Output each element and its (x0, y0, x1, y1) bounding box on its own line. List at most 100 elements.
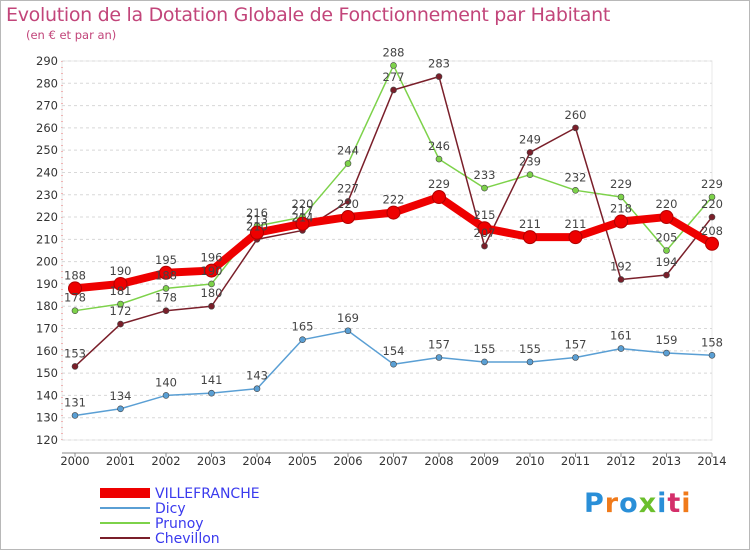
data-point (162, 392, 170, 399)
data-label: 154 (383, 344, 405, 358)
logo-letter: o (619, 488, 639, 519)
data-point (572, 187, 579, 194)
data-label: 195 (155, 253, 177, 267)
data-point (526, 149, 534, 156)
data-label: 196 (201, 251, 223, 265)
data-point (617, 193, 625, 201)
data-point (204, 263, 219, 278)
data-point (390, 86, 397, 94)
data-point (663, 247, 670, 254)
data-label: 134 (110, 389, 132, 403)
y-tick-label: 150 (36, 366, 58, 380)
data-label: 157 (428, 338, 450, 352)
data-label: 180 (201, 286, 223, 300)
data-point (208, 302, 215, 310)
data-point (432, 189, 446, 204)
data-point (526, 358, 534, 366)
data-label: 141 (201, 373, 223, 387)
y-tick-label: 130 (36, 411, 58, 425)
data-label: 220 (337, 197, 359, 211)
x-tick-label: 2003 (197, 454, 226, 468)
data-point (208, 389, 215, 397)
data-label: 218 (610, 202, 632, 216)
data-label: 157 (565, 338, 587, 352)
data-point (162, 307, 170, 314)
data-label: 217 (292, 204, 314, 218)
y-tick-label: 190 (36, 277, 58, 291)
y-tick-label: 160 (36, 344, 58, 358)
y-tick-label: 200 (36, 255, 58, 269)
data-point (390, 62, 397, 69)
data-label: 205 (656, 231, 678, 245)
data-point (117, 300, 124, 308)
data-point (617, 345, 625, 352)
legend-label: Prunoy (155, 516, 204, 532)
data-label: 277 (383, 70, 405, 84)
data-point (117, 405, 124, 413)
data-label: 239 (519, 155, 541, 169)
data-point (344, 160, 352, 167)
data-label: 188 (64, 268, 86, 282)
logo-letter: P (584, 488, 605, 519)
x-tick-label: 2010 (515, 454, 544, 468)
series-villefranche (68, 189, 719, 296)
logo-letter: x (638, 488, 658, 519)
data-label: 178 (155, 291, 177, 305)
data-label: 227 (337, 181, 359, 195)
y-tick-label: 180 (36, 299, 58, 313)
data-label: 210 (246, 219, 268, 233)
data-point (113, 276, 128, 291)
data-label: 216 (246, 206, 268, 220)
data-label: 140 (155, 375, 177, 389)
data-label: 155 (474, 342, 496, 356)
data-point (708, 351, 716, 359)
data-point (481, 184, 488, 192)
x-tick-label: 2004 (242, 454, 271, 468)
data-point (68, 281, 82, 296)
data-label: 190 (201, 264, 223, 278)
data-point (341, 210, 355, 225)
data-point (344, 327, 352, 335)
data-label: 190 (110, 264, 132, 278)
data-point (708, 213, 716, 221)
data-point (614, 214, 628, 229)
y-tick-label: 210 (36, 232, 58, 246)
x-tick-label: 2007 (379, 454, 408, 468)
y-tick-label: 120 (36, 433, 58, 447)
data-point (71, 307, 79, 314)
y-tick-label: 170 (36, 322, 58, 336)
data-label: 260 (565, 108, 587, 122)
x-tick-label: 2014 (697, 454, 726, 468)
data-point (568, 230, 583, 245)
data-label: 211 (519, 217, 541, 231)
data-point (299, 336, 306, 343)
data-label: 220 (701, 197, 723, 211)
data-label: 288 (383, 45, 405, 59)
data-label: 178 (64, 291, 86, 305)
x-tick-label: 2013 (652, 454, 681, 468)
x-tick-label: 2011 (561, 454, 590, 468)
data-point (344, 198, 352, 205)
y-tick-label: 220 (36, 210, 58, 224)
y-tick-label: 280 (36, 76, 58, 90)
data-label: 158 (701, 335, 723, 349)
data-label: 249 (519, 132, 541, 146)
data-label: 208 (701, 224, 723, 238)
data-point (526, 171, 534, 178)
data-point (659, 210, 674, 225)
logo-letter: i (681, 488, 692, 519)
y-tick-label: 240 (36, 165, 58, 179)
data-label: 229 (610, 177, 632, 191)
data-point (295, 216, 310, 231)
data-label: 215 (474, 208, 496, 222)
data-label: 229 (428, 177, 450, 191)
data-label: 207 (474, 226, 496, 240)
data-label: 232 (565, 170, 587, 184)
data-label: 155 (519, 342, 541, 356)
data-label: 211 (565, 217, 587, 231)
x-tick-label: 2002 (151, 454, 180, 468)
data-label: 143 (246, 369, 268, 383)
data-point (390, 360, 397, 368)
